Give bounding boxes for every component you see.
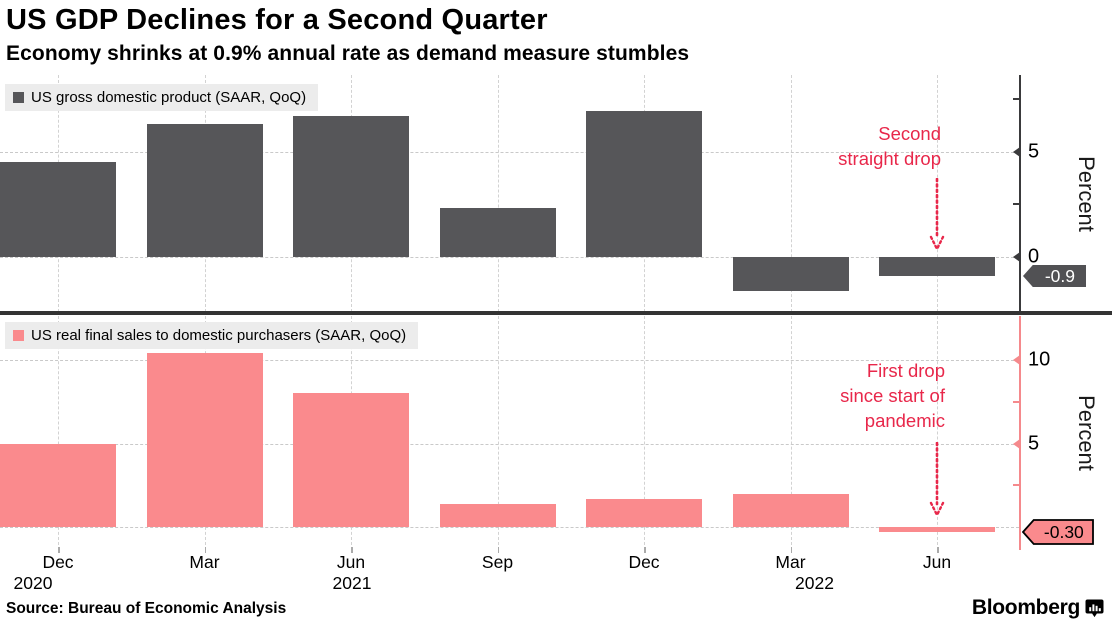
vertical-gridline: [644, 316, 645, 550]
x-tick: [58, 547, 60, 553]
vertical-gridline: [790, 316, 792, 550]
value-badge: -0.9: [1022, 264, 1087, 293]
annotation-arrow-icon: [927, 441, 947, 525]
x-year-label: 2021: [332, 573, 372, 593]
legend-label: US gross domestic product (SAAR, QoQ): [31, 89, 307, 106]
chart-subtitle: Economy shrinks at 0.9% annual rate as d…: [6, 42, 690, 65]
legend-1: US real final sales to domestic purchase…: [5, 322, 419, 349]
annotation-text: Second straight drop: [838, 121, 941, 171]
x-tick: [497, 547, 499, 553]
bar-sep-2021: [439, 503, 556, 527]
bloomberg-chart-bubble-icon: [1085, 599, 1104, 617]
x-tick-label: Dec: [42, 552, 74, 572]
vertical-gridline: [58, 316, 59, 550]
bar-mar-2021: [146, 124, 263, 257]
y-axis-line: [1019, 75, 1021, 312]
y-axis-title: Percent: [1074, 395, 1099, 471]
bar-dec-2021: [586, 111, 702, 257]
x-tick: [644, 547, 646, 553]
bar-jun-2021: [293, 393, 409, 527]
x-tick-label: Jun: [336, 552, 366, 572]
annotation-line: Second: [878, 123, 941, 144]
vertical-gridline: [937, 75, 938, 312]
y-tick-marker: [1013, 252, 1020, 262]
value-badge: -0.30: [1021, 519, 1094, 550]
bar-dec-2021: [586, 498, 702, 527]
legend-swatch-icon: [13, 92, 24, 103]
x-tick-label: Mar: [189, 552, 220, 572]
horizontal-gridline: [0, 360, 1019, 361]
y-tick-label: 10: [1028, 348, 1051, 371]
bloomberg-logo: Bloomberg: [972, 596, 1104, 620]
vertical-gridline: [497, 75, 499, 312]
annotation-line: straight drop: [838, 148, 941, 169]
horizontal-gridline: [0, 443, 1019, 445]
x-tick: [351, 547, 353, 553]
annotation-line: First drop: [866, 360, 945, 381]
y-tick-marker: [1013, 355, 1020, 365]
svg-text:-0.30: -0.30: [1044, 522, 1084, 542]
legend-0: US gross domestic product (SAAR, QoQ): [5, 84, 319, 111]
y-minor-tick: [1013, 484, 1020, 487]
x-year-label: 2020: [13, 573, 53, 593]
chart-title: US GDP Declines for a Second Quarter: [6, 4, 548, 36]
x-tick: [204, 547, 206, 553]
y-tick-marker: [1013, 438, 1020, 449]
x-tick-label: Mar: [775, 552, 806, 572]
x-tick: [790, 547, 792, 553]
bar-sep-2021: [439, 208, 556, 257]
svg-text:-0.9: -0.9: [1045, 266, 1075, 286]
bar-jun-2022: [879, 257, 995, 276]
y-tick-marker: [1013, 146, 1020, 157]
horizontal-gridline: [0, 527, 1019, 528]
x-tick: [937, 547, 939, 553]
x-year-label: 2022: [795, 573, 834, 593]
annotation-line: since start of: [840, 385, 945, 406]
y-minor-tick: [1013, 203, 1020, 206]
y-axis-line: [1019, 316, 1021, 550]
bar-jun-2022: [879, 527, 995, 532]
horizontal-gridline: [0, 257, 1019, 258]
y-minor-tick: [1013, 400, 1020, 403]
vertical-gridline: [790, 75, 792, 312]
y-axis-title: Percent: [1074, 155, 1099, 232]
bar-mar-2022: [732, 493, 849, 527]
y-tick-label: 5: [1028, 432, 1040, 454]
vertical-gridline: [497, 316, 499, 550]
legend-box: US real final sales to domestic purchase…: [5, 322, 419, 349]
y-tick-label: 0: [1028, 245, 1040, 268]
panel-divider: [0, 311, 1112, 315]
annotation-arrow-icon: [927, 177, 947, 259]
bloomberg-wordmark: Bloomberg: [971, 596, 1080, 619]
x-tick-label: Dec: [628, 552, 660, 572]
legend-swatch-icon: [13, 330, 24, 341]
bar-dec-2020: [0, 162, 116, 257]
annotation-line: pandemic: [864, 410, 945, 431]
y-tick-label: 5: [1028, 140, 1040, 162]
x-tick-label: Jun: [922, 552, 952, 572]
y-minor-tick: [1013, 97, 1020, 100]
vertical-gridline: [937, 316, 938, 550]
bar-mar-2022: [732, 257, 849, 291]
annotation-text: First drop since start of pandemic: [840, 358, 945, 433]
bar-jun-2021: [293, 115, 409, 257]
legend-label: US real final sales to domestic purchase…: [31, 327, 407, 344]
bar-mar-2021: [146, 353, 263, 527]
source-note: Source: Bureau of Economic Analysis: [6, 600, 287, 617]
bar-dec-2020: [0, 443, 116, 527]
horizontal-gridline: [0, 151, 1019, 153]
legend-box: US gross domestic product (SAAR, QoQ): [5, 84, 319, 111]
x-tick-label: Sep: [481, 552, 514, 572]
